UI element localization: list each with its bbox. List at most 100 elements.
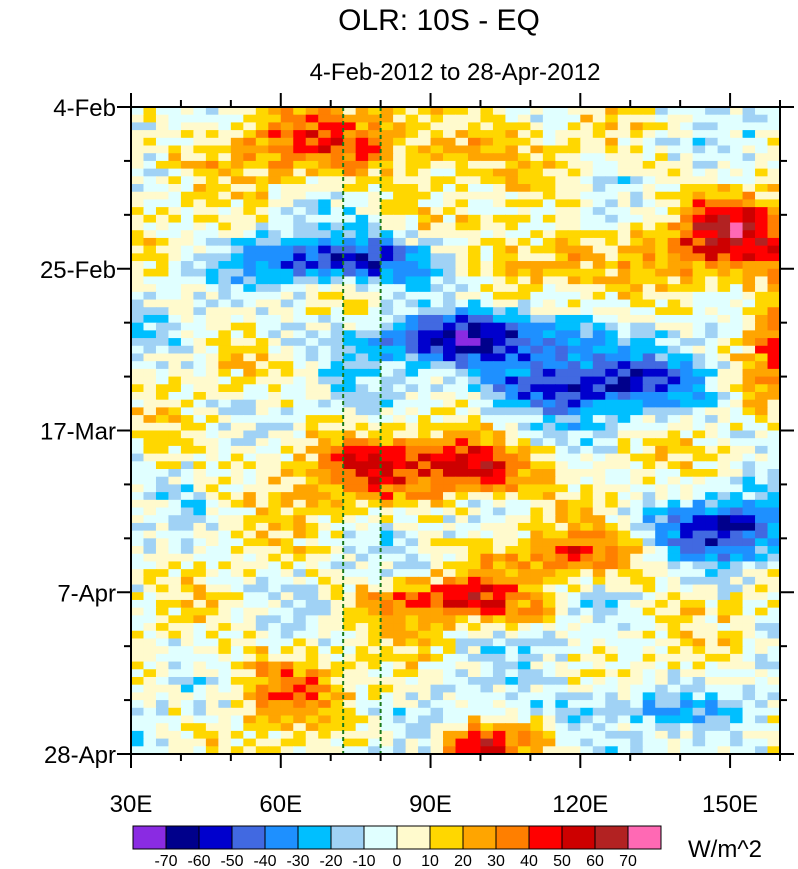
colorbar-swatch bbox=[231, 825, 266, 850]
heatmap-cell bbox=[455, 145, 469, 154]
heatmap-cell bbox=[455, 700, 469, 709]
heatmap-cell bbox=[343, 230, 357, 239]
heatmap-cell bbox=[293, 307, 307, 316]
heatmap-cell bbox=[530, 607, 544, 616]
heatmap-cell bbox=[155, 607, 170, 616]
heatmap-cell bbox=[467, 546, 482, 555]
heatmap-cell bbox=[305, 291, 319, 301]
heatmap-cell bbox=[580, 592, 594, 601]
colorbar-swatch bbox=[462, 825, 497, 850]
heatmap-cell bbox=[505, 299, 519, 308]
heatmap-cell bbox=[368, 661, 382, 670]
heatmap-cell bbox=[667, 168, 681, 177]
heatmap-cell bbox=[705, 345, 719, 355]
heatmap-cell bbox=[742, 476, 756, 486]
heatmap-cell bbox=[318, 122, 332, 131]
heatmap-cell bbox=[605, 615, 619, 624]
heatmap-cell bbox=[205, 214, 219, 224]
heatmap-cell bbox=[555, 453, 569, 462]
heatmap-cell bbox=[630, 692, 644, 701]
heatmap-cell bbox=[131, 707, 145, 717]
heatmap-cell bbox=[680, 599, 694, 609]
heatmap-cell bbox=[355, 484, 369, 493]
heatmap-cell bbox=[580, 661, 594, 670]
heatmap-cell bbox=[492, 160, 507, 170]
heatmap-cell bbox=[393, 330, 407, 339]
heatmap-cell bbox=[617, 746, 631, 755]
heatmap-cell bbox=[143, 461, 157, 470]
heatmap-cell bbox=[767, 299, 781, 308]
heatmap-cell bbox=[243, 715, 257, 724]
heatmap-cell bbox=[218, 130, 232, 139]
heatmap-cell bbox=[567, 261, 581, 270]
heatmap-cell bbox=[630, 599, 644, 609]
heatmap-cell bbox=[230, 538, 244, 547]
heatmap-cell bbox=[492, 746, 507, 755]
heatmap-cell bbox=[243, 237, 257, 247]
heatmap-cell bbox=[592, 368, 606, 378]
heatmap-cell bbox=[530, 476, 544, 486]
heatmap-cell bbox=[218, 730, 232, 740]
heatmap-cell bbox=[305, 107, 319, 116]
heatmap-cell bbox=[268, 122, 282, 131]
heatmap-cell bbox=[530, 515, 544, 524]
heatmap-cell bbox=[555, 168, 569, 177]
heatmap-cell bbox=[455, 507, 469, 516]
heatmap-cell bbox=[705, 160, 719, 170]
heatmap-cell bbox=[642, 438, 656, 447]
heatmap-cell bbox=[717, 130, 731, 139]
heatmap-cell bbox=[343, 299, 357, 308]
heatmap-cell bbox=[155, 107, 170, 116]
heatmap-cell bbox=[480, 114, 494, 123]
heatmap-cell bbox=[193, 330, 207, 339]
heatmap-cell bbox=[131, 561, 145, 570]
heatmap-cell bbox=[218, 368, 232, 378]
heatmap-cell bbox=[742, 553, 756, 563]
heatmap-cell bbox=[530, 338, 544, 347]
heatmap-cell bbox=[530, 253, 544, 262]
heatmap-cell bbox=[767, 261, 781, 270]
heatmap-cell bbox=[717, 661, 731, 670]
heatmap-cell bbox=[430, 222, 444, 231]
heatmap-cell bbox=[630, 207, 644, 216]
heatmap-cell bbox=[667, 245, 681, 254]
heatmap-cell bbox=[517, 553, 531, 563]
heatmap-cell bbox=[742, 153, 756, 162]
heatmap-cell bbox=[480, 407, 494, 416]
heatmap-cell bbox=[243, 153, 257, 162]
heatmap-cell bbox=[667, 707, 681, 717]
heatmap-cell bbox=[530, 276, 544, 285]
heatmap-cell bbox=[305, 469, 319, 478]
heatmap-cell bbox=[567, 723, 581, 732]
heatmap-cell bbox=[630, 276, 644, 285]
heatmap-cell bbox=[730, 137, 744, 147]
heatmap-cell bbox=[380, 145, 394, 154]
heatmap-cell bbox=[492, 153, 507, 162]
heatmap-cell bbox=[705, 114, 719, 123]
heatmap-cell bbox=[542, 160, 556, 170]
heatmap-cell bbox=[143, 207, 157, 216]
heatmap-cell bbox=[505, 284, 519, 293]
heatmap-cell bbox=[268, 191, 282, 201]
heatmap-cell bbox=[230, 222, 244, 231]
heatmap-cell bbox=[592, 145, 606, 154]
heatmap-cell bbox=[467, 391, 482, 401]
heatmap-cell bbox=[630, 176, 644, 185]
heatmap-cell bbox=[492, 284, 507, 293]
heatmap-cell bbox=[230, 492, 244, 501]
heatmap-cell bbox=[218, 592, 232, 601]
heatmap-cell bbox=[305, 191, 319, 201]
heatmap-cell bbox=[667, 623, 681, 632]
heatmap-cell bbox=[742, 338, 756, 347]
heatmap-cell bbox=[380, 507, 394, 516]
heatmap-cell bbox=[655, 137, 669, 147]
heatmap-cell bbox=[330, 268, 344, 278]
heatmap-cell bbox=[555, 107, 569, 116]
heatmap-cell bbox=[155, 492, 170, 501]
heatmap-cell bbox=[318, 114, 332, 123]
heatmap-cell bbox=[380, 438, 394, 447]
heatmap-cell bbox=[180, 469, 194, 478]
heatmap-cell bbox=[667, 376, 681, 385]
heatmap-cell bbox=[555, 214, 569, 224]
heatmap-cell bbox=[517, 692, 531, 701]
